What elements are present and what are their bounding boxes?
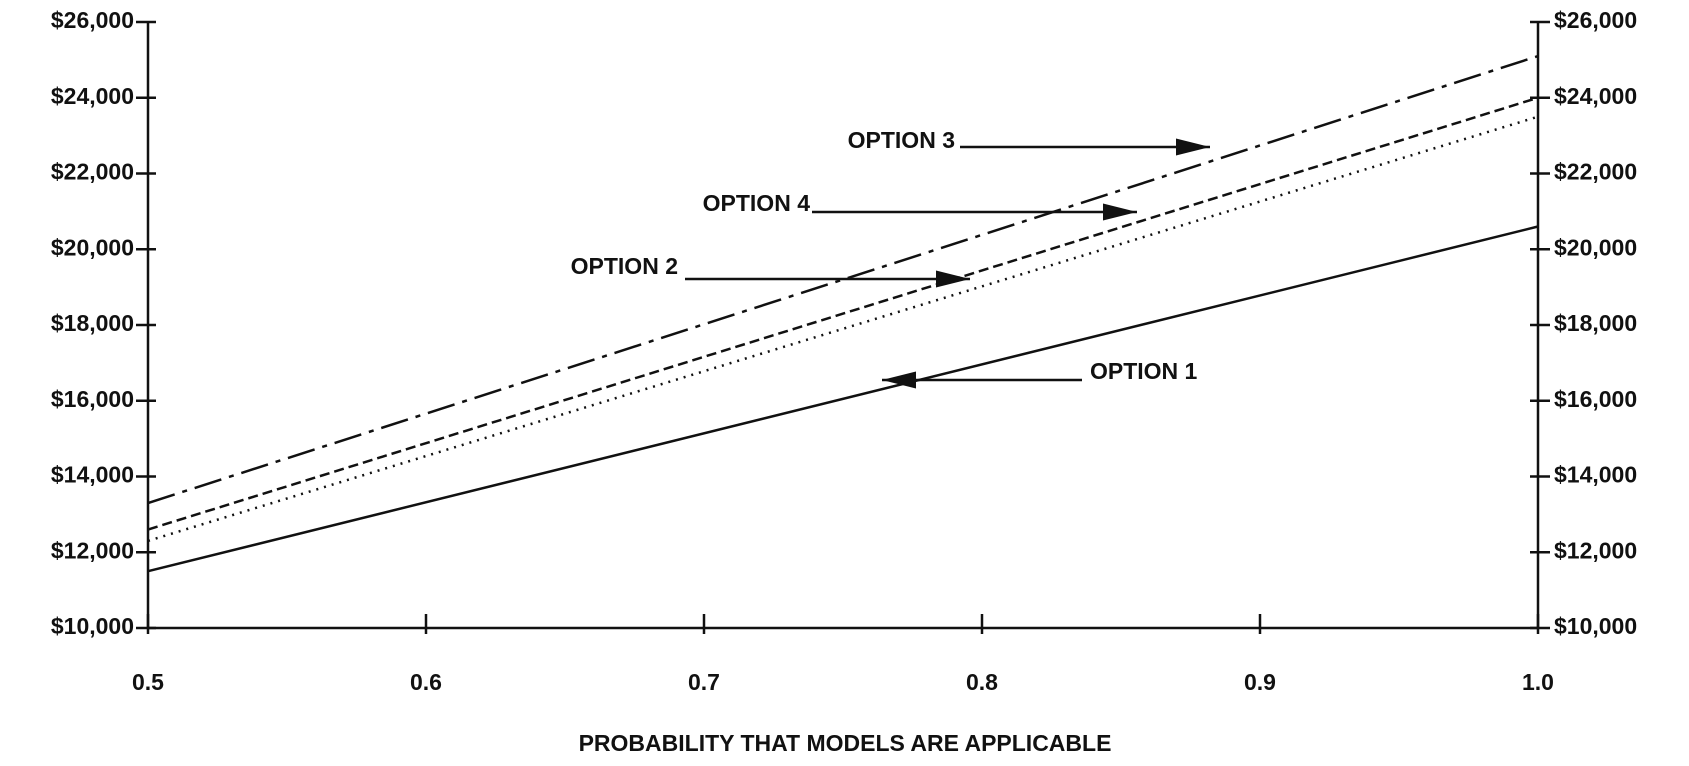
series-line [147,115,1539,543]
y-tick-label: $18,000 [51,310,134,336]
y2-tick-label: $20,000 [1554,234,1637,260]
y-tick-label: $20,000 [51,234,134,260]
y2-tick-label: $26,000 [1554,7,1637,33]
series-line [147,96,1539,531]
series-line [147,225,1539,573]
y2-tick-label: $16,000 [1554,386,1637,412]
y-tick-label: $16,000 [51,386,134,412]
series-label: OPTION 2 [571,253,678,279]
y-tick-label: $22,000 [51,159,134,185]
series-label: OPTION 4 [703,190,811,216]
y-tick-label: $14,000 [51,462,134,488]
y2-tick-label: $22,000 [1554,159,1637,185]
y2-tick-label: $18,000 [1554,310,1637,336]
x-tick-label: 0.6 [410,669,442,695]
y-tick-label: $12,000 [51,537,134,563]
y2-tick-label: $12,000 [1554,537,1637,563]
x-tick-label: 1.0 [1522,669,1554,695]
y2-tick-label: $24,000 [1554,83,1637,109]
x-tick-label: 0.8 [966,669,998,695]
x-axis-title: PROBABILITY THAT MODELS ARE APPLICABLE [579,730,1112,756]
y-tick-label: $24,000 [51,83,134,109]
x-tick-label: 0.5 [132,669,164,695]
y-tick-label: $10,000 [51,613,134,639]
x-tick-label: 0.7 [688,669,720,695]
y2-tick-label: $14,000 [1554,462,1637,488]
x-tick-label: 0.9 [1244,669,1276,695]
y-tick-label: $26,000 [51,7,134,33]
series-label: OPTION 3 [848,127,955,153]
series-label: OPTION 1 [1090,358,1198,384]
y2-tick-label: $10,000 [1554,613,1637,639]
series-line [147,54,1539,505]
